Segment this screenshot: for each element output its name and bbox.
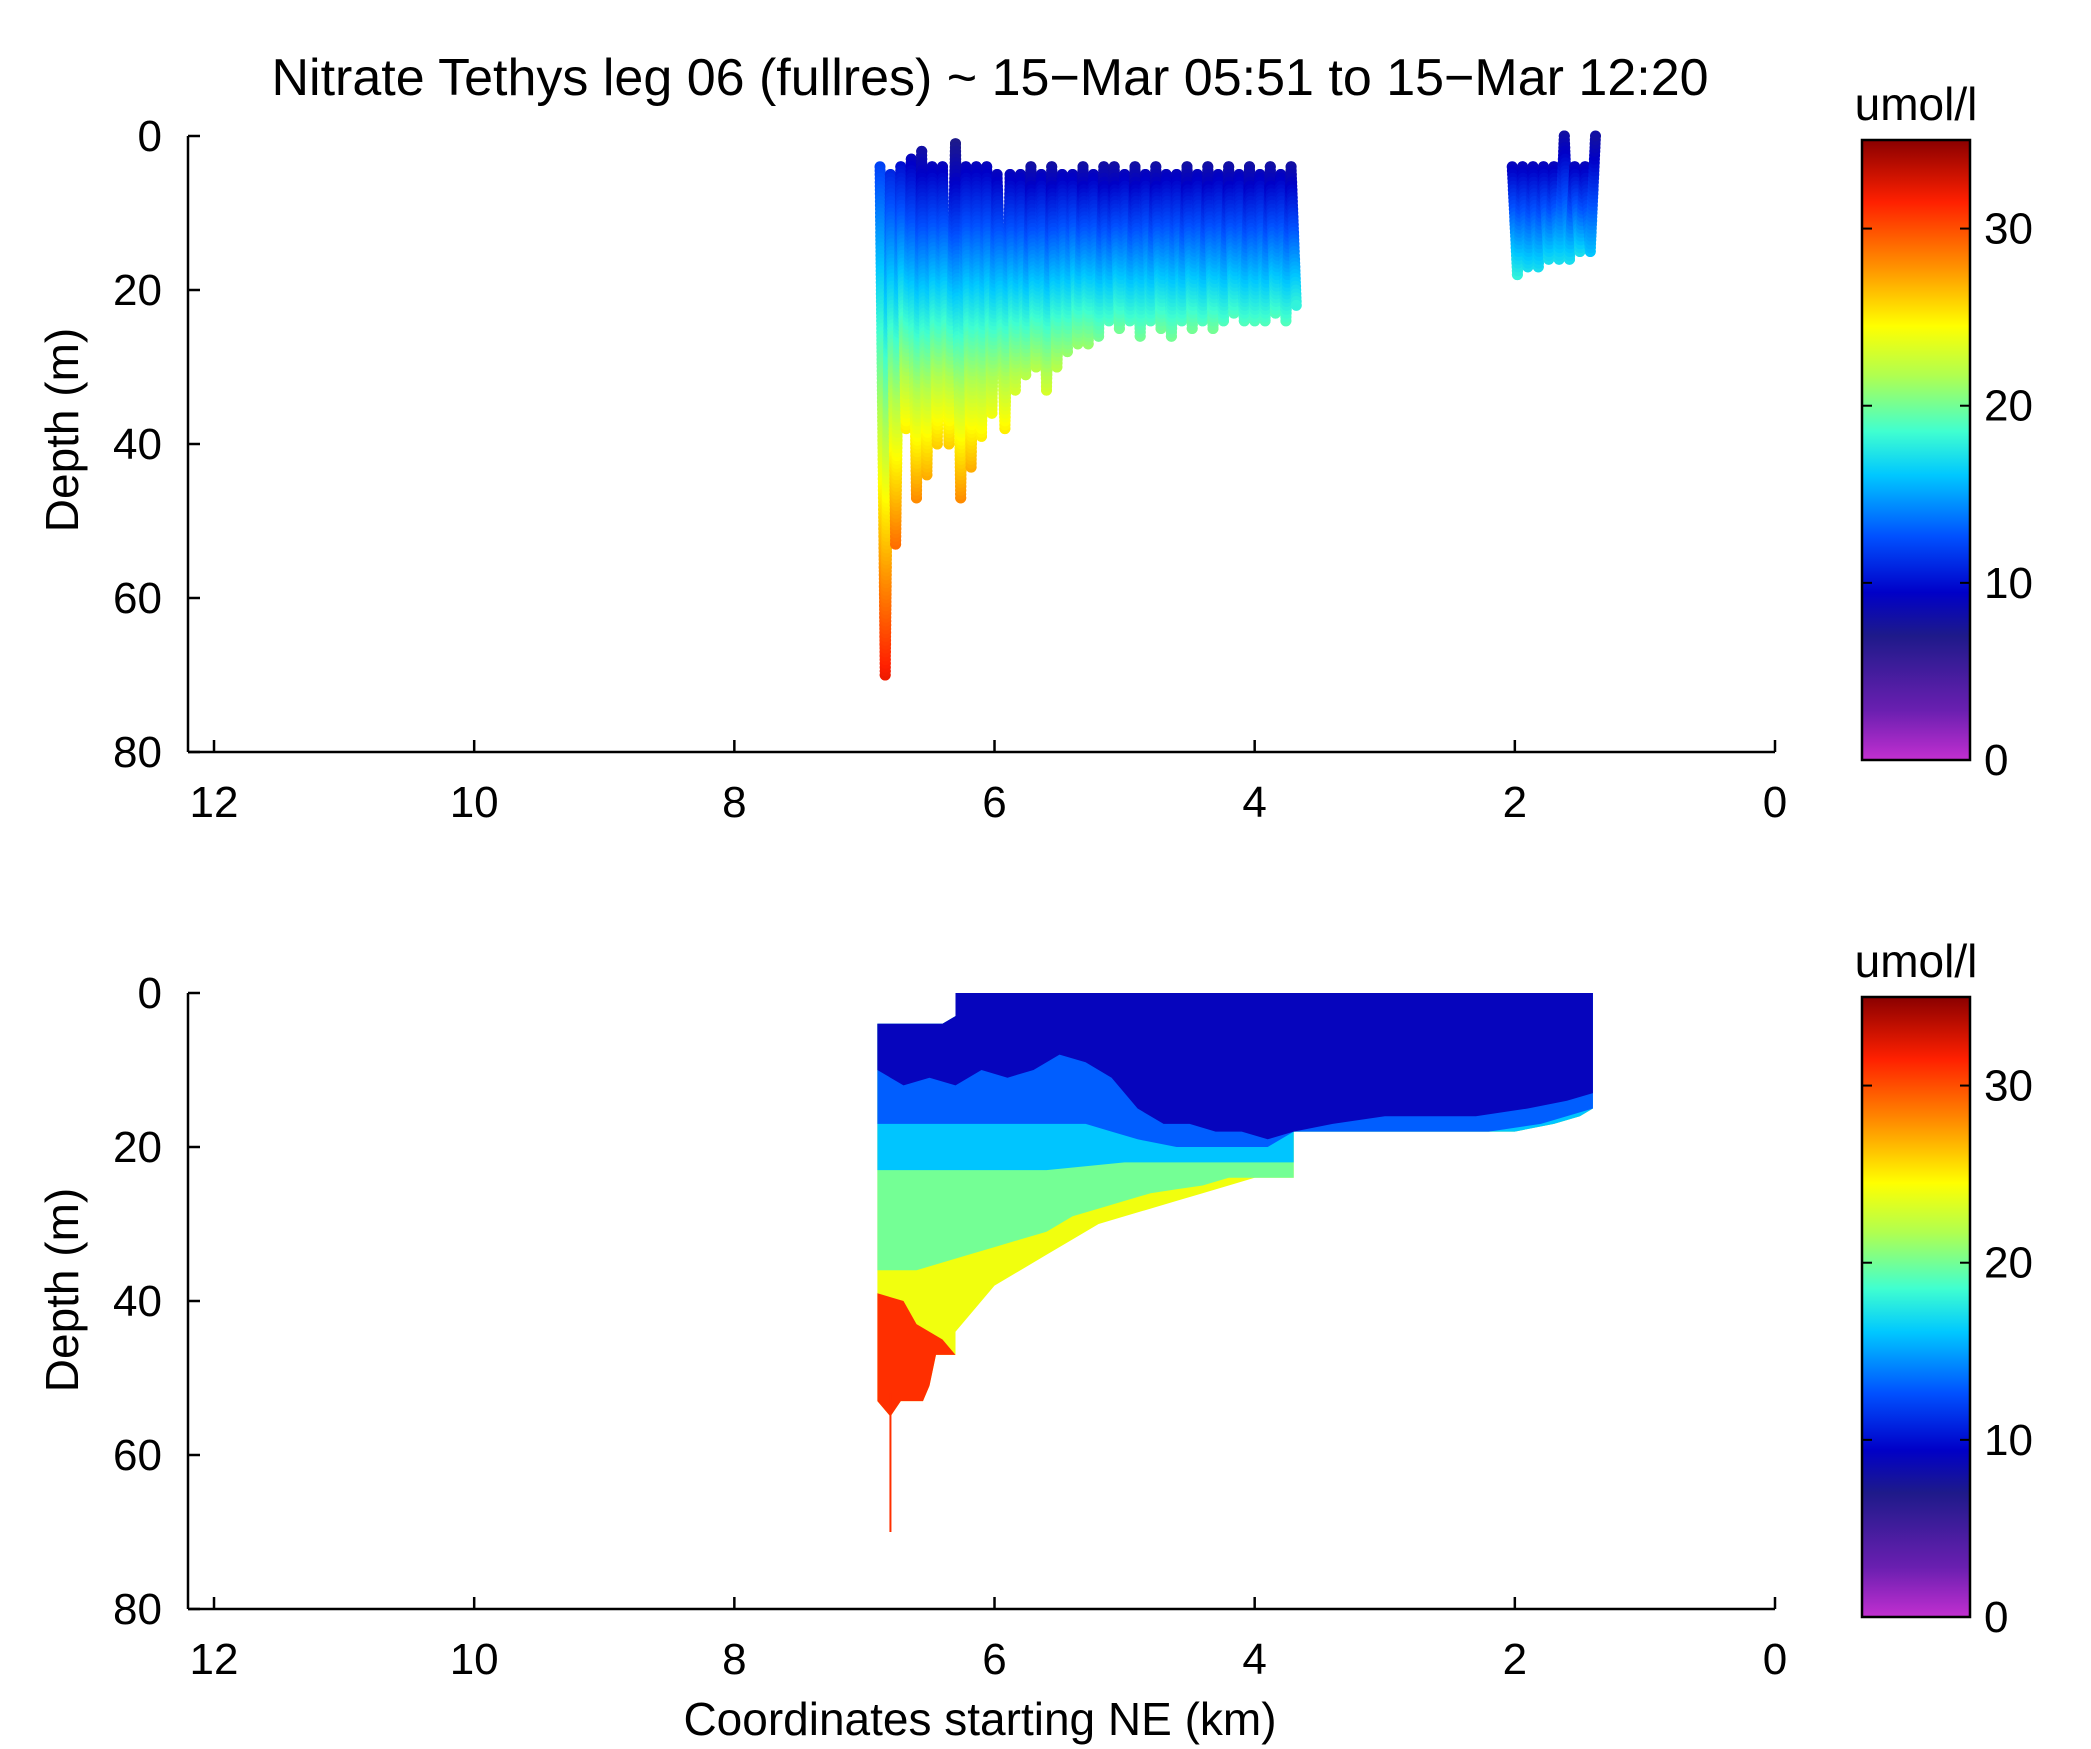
y-tick-label: 40 [113,1277,162,1326]
lower-y-axis-label: Depth (m) [36,1188,88,1392]
x-tick-label: 2 [1503,778,1527,827]
x-tick-label: 0 [1763,1635,1787,1684]
x-tick-label: 4 [1242,778,1266,827]
colorbar-tick-label: 30 [1984,205,2033,254]
y-tick-label: 0 [138,112,162,161]
y-tick-label: 80 [113,728,162,777]
y-tick-label: 40 [113,420,162,469]
upper-scatter-points [874,130,1601,681]
y-tick-label: 0 [138,969,162,1018]
y-tick-label: 20 [113,266,162,315]
data-point [1290,299,1302,311]
colorbar-tick-label: 0 [1984,736,2008,785]
x-tick-label: 6 [982,1635,1006,1684]
upper-y-axis-label: Depth (m) [36,328,88,532]
colorbar-tick-label: 20 [1984,1239,2033,1288]
colorbar-unit-label: umol/l [1855,935,1978,987]
x-tick-label: 2 [1503,1635,1527,1684]
upper-colorbar: umol/l 0 10 20 30 [1855,78,2033,785]
y-tick-label: 80 [113,1585,162,1634]
colorbar-tick-label: 20 [1984,382,2033,431]
colorbar-tick-label: 10 [1984,1416,2033,1465]
y-tick-label: 60 [113,574,162,623]
x-axis-label: Coordinates starting NE (km) [683,1693,1276,1745]
colorbar-gradient [1860,138,1972,762]
x-tick-label: 8 [722,778,746,827]
colorbar-gradient [1860,995,1972,1619]
colorbar-unit-label: umol/l [1855,78,1978,130]
heatmap-region [877,993,1593,1140]
x-tick-label: 4 [1242,1635,1266,1684]
y-tick-label: 20 [113,1123,162,1172]
x-tick-label: 10 [450,778,499,827]
chart-title: Nitrate Tethys leg 06 (fullres) ~ 15−Mar… [271,49,1708,107]
x-tick-label: 12 [190,778,239,827]
colorbar-tick-label: 0 [1984,1593,2008,1642]
x-tick-label: 0 [1763,778,1787,827]
x-tick-label: 10 [450,1635,499,1684]
heatmap-region [877,1293,956,1417]
colorbar-tick-label: 10 [1984,559,2033,608]
x-tick-label: 6 [982,778,1006,827]
lower-colorbar: umol/l 0 10 20 30 [1855,935,2033,1642]
x-tick-label: 12 [190,1635,239,1684]
y-tick-label: 60 [113,1431,162,1480]
x-tick-label: 8 [722,1635,746,1684]
data-point [1590,130,1601,142]
colorbar-tick-label: 30 [1984,1062,2033,1111]
lower-heatmap-regions [877,993,1593,1532]
